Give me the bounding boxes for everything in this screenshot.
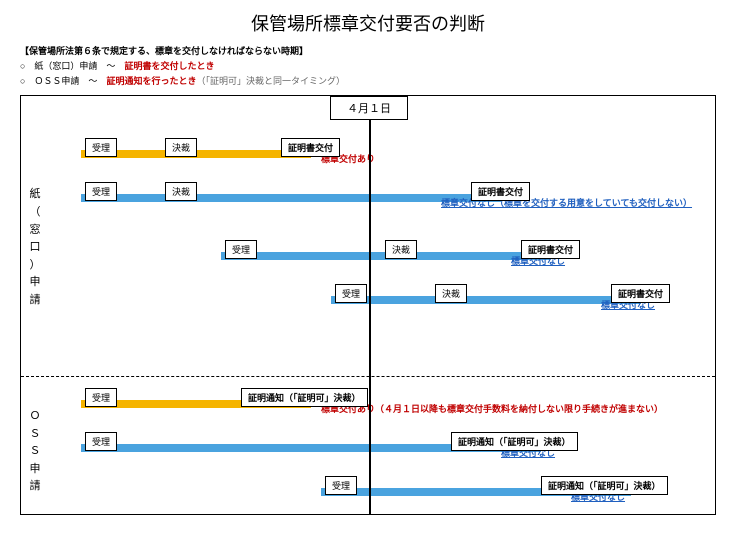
section-label: 紙（窓口）申請 [21, 120, 49, 376]
timeline-row: 受理決裁証明書交付標章交付あり [61, 136, 705, 168]
final-node: 証明書交付 [521, 240, 580, 259]
milestone-node: 決裁 [165, 138, 197, 157]
final-node: 証明書交付 [281, 138, 340, 157]
milestone-node: 受理 [325, 476, 357, 495]
section-label: ＯＳＳ申請 [21, 388, 49, 516]
timeline-row: 受理決裁証明書交付標章交付なし（標章を交付する用意をしていても交付しない） [61, 180, 705, 212]
milestone-node: 受理 [85, 182, 117, 201]
timeline-row: 受理決裁証明書交付標章交付なし [61, 282, 705, 314]
milestone-node: 決裁 [165, 182, 197, 201]
chart: ４月１日 紙（窓口）申請ＯＳＳ申請受理決裁証明書交付標章交付あり受理決裁証明書交… [20, 95, 716, 515]
section-divider [21, 376, 715, 377]
page: 保管場所標章交付要否の判断 【保管場所法第６条で規定する、標章を交付しなければな… [0, 0, 736, 535]
legend-paper: ○ 紙（窓口）申請 ～ 証明書を交付したとき [20, 59, 716, 72]
row-note: 標章交付あり（４月１日以降も標章交付手数料を納付しない限り手続きが進まない） [321, 402, 663, 415]
date-marker-label: ４月１日 [330, 96, 408, 120]
final-node: 証明書交付 [471, 182, 530, 201]
bar-blue [331, 296, 641, 304]
bar-blue [81, 194, 501, 202]
milestone-node: 受理 [85, 138, 117, 157]
date-marker-line [369, 96, 371, 514]
timeline-row: 受理 証明通知（「証明可」決裁）標章交付あり（４月１日以降も標章交付手数料を納付し… [61, 386, 705, 418]
final-node: 証明通知（「証明可」決裁） [241, 388, 368, 407]
legend-oss: ○ ＯＳＳ申請 ～ 証明通知を行ったとき（「証明可」決裁と同一タイミング） [20, 74, 716, 87]
legend-paper-highlight: 証明書を交付したとき [124, 61, 214, 71]
milestone-node: 決裁 [435, 284, 467, 303]
legend-paper-prefix: ○ 紙（窓口）申請 ～ [20, 61, 124, 71]
page-title: 保管場所標章交付要否の判断 [20, 10, 716, 36]
timeline-row: 受理証明通知（「証明可」決裁）標章交付なし [61, 474, 705, 506]
milestone-node: 受理 [225, 240, 257, 259]
legend-oss-suffix: （「証明可」決裁と同一タイミング） [196, 76, 345, 86]
milestone-node: 決裁 [385, 240, 417, 259]
legend-oss-highlight: 証明通知を行ったとき [106, 76, 196, 86]
chart-wrap: ４月１日 紙（窓口）申請ＯＳＳ申請受理決裁証明書交付標章交付あり受理決裁証明書交… [20, 95, 716, 515]
final-node: 証明通知（「証明可」決裁） [451, 432, 578, 451]
final-node: 証明通知（「証明可」決裁） [541, 476, 668, 495]
timeline-row: 受理証明通知（「証明可」決裁）標章交付なし [61, 430, 705, 462]
milestone-node: 受理 [85, 388, 117, 407]
subtitle: 【保管場所法第６条で規定する、標章を交付しなければならない時期】 [20, 44, 716, 57]
timeline-row: 受理決裁証明書交付標章交付なし [61, 238, 705, 270]
milestone-node: 受理 [85, 432, 117, 451]
final-node: 証明書交付 [611, 284, 670, 303]
milestone-node: 受理 [335, 284, 367, 303]
legend-oss-prefix: ○ ＯＳＳ申請 ～ [20, 76, 106, 86]
